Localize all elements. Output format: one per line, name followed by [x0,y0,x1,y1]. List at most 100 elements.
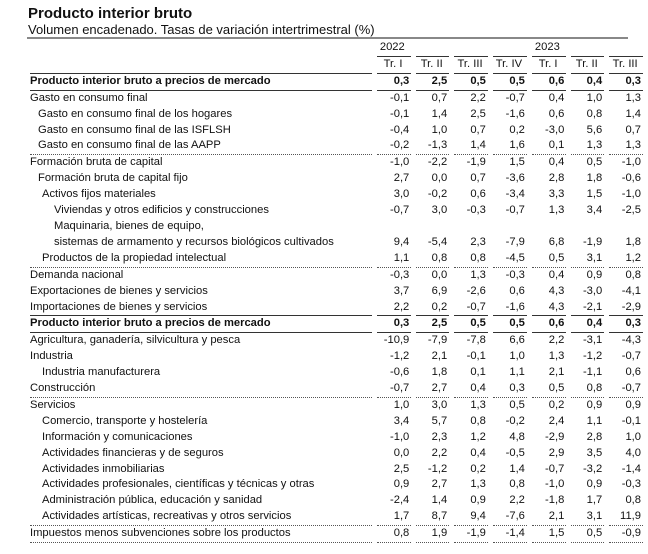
row-value: 1,8 [625,235,641,248]
row-value: 3,0 [431,204,448,217]
row-value: 1,0 [509,350,525,363]
quarter-header: Tr. III [609,57,643,74]
table-row: Viviendas y otros edificios y construcci… [30,203,643,219]
quarter-header: Tr. II [571,57,605,74]
row-value: 0,7 [470,172,486,185]
row-value: 0,2 [548,398,565,411]
table-row: Gasto en consumo final de las AAPP -0,2 -1… [30,138,643,156]
row-value: 0,4 [548,156,565,169]
row-value: -0,7 [505,204,525,217]
row-label: Viviendas y otros edificios y construcci… [54,204,269,217]
page-subtitle: Volumen encadenado. Tasas de variación i… [28,22,375,37]
row-value: 3,0 [431,398,448,411]
table-row: Administración pública, educación y sani… [30,493,643,509]
row-value: -0,4 [390,123,410,136]
row-value: -1,4 [492,526,527,544]
row-value: 2,8 [548,172,565,185]
row-value: 1,3 [470,398,486,411]
row-value: 1,3 [548,350,565,363]
row-value: -2,9 [609,300,643,317]
row-value: -1,0 [621,156,641,169]
table-row: Producto interior bruto a precios de mer… [30,316,643,334]
table-row: Maquinaria, bienes de equipo, [30,219,643,235]
row-value: 2,2 [376,300,412,317]
row-value: 0,5 [454,316,488,334]
row-label: Actividades artísticas, recreativas y ot… [30,509,372,527]
row-label: Maquinaria, bienes de equipo, [54,219,204,232]
row-value: 0,9 [470,494,486,507]
row-value: 1,3 [470,268,486,281]
row-value: 3,1 [571,251,605,268]
row-label: Impuestos menos subvenciones sobre los p… [30,526,372,544]
table-row: Demanda nacional -0,3 0,0 1,3 -0,3 0,4 0,9 0,8 [30,268,643,284]
row-value: 0,6 [548,107,565,120]
row-value: 9,4 [393,235,410,248]
row-value: 1,5 [586,188,603,201]
row-value: 8,7 [416,509,450,527]
row-label: Industria [30,350,73,363]
row-value: 0,1 [470,366,486,379]
row-label: Activos fijos materiales [42,188,156,201]
row-label: Formación bruta de capital fijo [38,172,188,185]
table-row: Actividades profesionales, científicas y… [30,477,643,493]
row-label: Producto interior bruto a precios de mer… [30,74,372,91]
row-value: 0,3 [609,316,643,334]
quarter-header: Tr. II [416,57,450,74]
row-value: 1,0 [625,430,641,443]
row-value: 1,8 [431,366,448,379]
row-label: sistemas de armamento y recursos biológi… [54,235,334,248]
row-value: 3,7 [393,284,410,297]
row-value: 0,9 [586,268,603,281]
row-value: 1,0 [431,123,448,136]
row-value: -3,0 [582,284,603,297]
row-value: 0,5 [531,251,567,268]
row-value: -1,0 [621,188,641,201]
row-value: -1,9 [454,526,488,544]
row-value: -3,0 [545,123,565,136]
row-value: 2,2 [470,91,486,104]
row-value: 1,5 [531,526,567,544]
row-value: 2,3 [431,430,448,443]
quarter-header: Tr. IV [492,57,527,74]
row-value: 3,4 [586,204,603,217]
row-value: -0,3 [466,204,486,217]
table-row: sistemas de armamento y recursos biológi… [30,235,643,251]
row-value: 2,8 [586,430,603,443]
row-value: 0,4 [548,268,565,281]
row-label: Administración pública, educación y sani… [42,494,263,507]
row-label: Comercio, transporte y hostelería [42,414,208,427]
row-value: -4,1 [621,284,641,297]
row-label: Servicios [30,398,76,411]
table-row: Exportaciones de bienes y servicios 3,7 6,… [30,284,643,300]
row-value: 0,5 [492,74,527,91]
row-value: 0,8 [470,414,486,427]
table-row: Gasto en consumo final de los hogares -0,… [30,107,643,123]
row-value: 1,4 [509,462,525,475]
title-divider [27,37,628,39]
row-value: 1,0 [586,91,603,104]
year-2023: 2023 [531,40,567,57]
row-value: 0,6 [531,316,567,334]
row-value: 5,6 [586,123,603,136]
row-label: Actividades financieras y de seguros [42,446,224,459]
row-label: Producto interior bruto a precios de mer… [30,316,372,334]
row-value: 0,5 [571,526,605,544]
row-value: 3,1 [571,509,605,527]
table-row: Actividades artísticas, recreativas y ot… [30,509,643,527]
row-value: 11,9 [609,509,643,527]
row-value: 0,4 [454,381,488,398]
table-row: Impuestos menos subvenciones sobre los p… [30,526,643,544]
row-label: Agricultura, ganadería, silvicultura y p… [30,334,241,347]
row-value: -1,6 [492,300,527,317]
row-value: -0,1 [390,91,410,104]
row-value: -2,5 [621,204,641,217]
row-value: 1,4 [454,138,488,156]
row-value: 0,6 [509,284,525,297]
row-label: Exportaciones de bienes y servicios [30,284,208,297]
row-value: -10,9 [383,334,410,347]
quarter-header: Tr. III [454,57,488,74]
table-row: Comercio, transporte y hostelería 3,4 5,7 0… [30,414,643,430]
row-value: -0,3 [505,268,525,281]
row-value: -0,7 [454,300,488,317]
row-value: 0,8 [571,381,605,398]
